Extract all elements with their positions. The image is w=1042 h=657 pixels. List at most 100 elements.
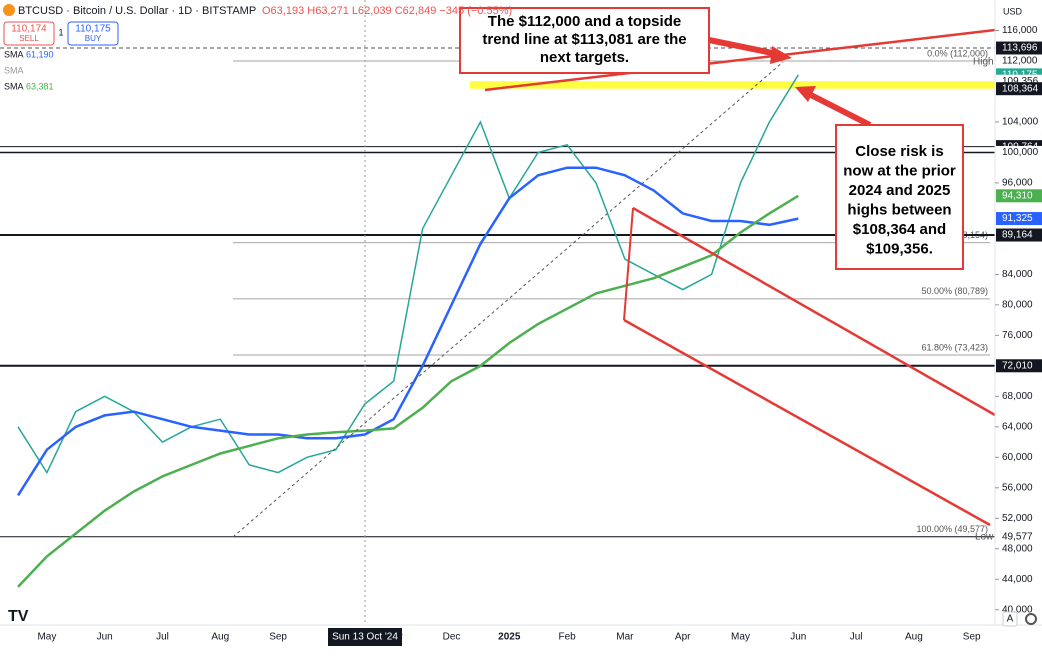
price-badge — [996, 530, 1042, 544]
x-tick-label: May — [731, 632, 750, 643]
y-tick-label: 80,000 — [1002, 300, 1033, 311]
low-label: Low — [975, 531, 994, 542]
ohlc: O63,193 H63,271 L62,039 C62,849 −345 (−0… — [262, 5, 512, 17]
price-badge-label: 89,164 — [1002, 230, 1033, 241]
y-tick-label: 76,000 — [1002, 330, 1033, 341]
annotation-box — [835, 124, 964, 270]
series-line — [17, 194, 799, 588]
indicator-name: SMA — [4, 81, 24, 91]
price-badge-label: 49,577 — [1002, 531, 1033, 542]
x-tick-label: Aug — [211, 632, 229, 643]
auto-label: A — [1007, 614, 1014, 625]
arrow-head — [770, 46, 792, 64]
indicator-name: SMA — [4, 49, 24, 59]
x-tick-label: Jun — [97, 632, 113, 643]
price-badge-label: 94,310 — [1002, 190, 1033, 201]
axes: 40,000 44,000 48,000 52,000 56,000 60,000 64,0… — [37, 0, 1042, 646]
price-badge-label: 72,010 — [1002, 360, 1033, 371]
high-label: High — [973, 57, 994, 68]
resistance-zone — [470, 81, 995, 89]
y-tick-label: 116,000 — [1002, 25, 1038, 36]
sell-label: SELL — [19, 34, 39, 43]
annotation-box — [459, 7, 710, 74]
y-tick-label: 68,000 — [1002, 391, 1033, 402]
price-badge-label: 113,696 — [1002, 43, 1038, 54]
x-tick-label: Jun — [790, 632, 806, 643]
auto-button[interactable] — [1002, 611, 1018, 627]
x-tick-label: Sep — [963, 632, 981, 643]
sell-price: 110,174 — [11, 24, 47, 35]
price-badge — [996, 228, 1042, 242]
annotation-text: $109,356. — [866, 240, 933, 257]
buy-price: 110,175 — [75, 24, 111, 35]
plot-area: 0.0% (112,000)(88,154)50.00% (80,789)61.… — [0, 47, 995, 588]
price-badge — [996, 54, 1042, 68]
arrow — [803, 89, 872, 128]
x-tick-label: Mar — [616, 632, 634, 643]
arrow — [708, 37, 783, 58]
indicator-value: 61,190 — [26, 49, 54, 59]
annotation-text: next targets. — [540, 49, 629, 66]
x-tick-label: Jul — [156, 632, 169, 643]
annotation-text: now at the prior — [843, 162, 956, 179]
annotation-text: 2024 and 2025 — [849, 182, 951, 199]
price-badge — [996, 189, 1042, 203]
y-tick-label: 96,000 — [1002, 178, 1033, 189]
y-tick-label: 56,000 — [1002, 482, 1033, 493]
price-badge — [996, 41, 1042, 55]
fib-label: 0.0% (112,000) — [927, 48, 988, 58]
x-tick-label: Jul — [850, 632, 863, 643]
series-line — [17, 74, 799, 475]
sell-button[interactable] — [3, 21, 55, 46]
currency: USD — [1003, 6, 1023, 16]
btc-icon — [3, 4, 15, 16]
arrow-head — [795, 86, 816, 102]
logo: TV — [8, 608, 29, 625]
channel-edge — [623, 207, 634, 321]
x-tick-label: Aug — [905, 632, 923, 643]
annotation-text: Close risk is — [855, 143, 943, 160]
annotation-text: $108,364 and — [853, 221, 946, 238]
settings-icon[interactable] — [1025, 613, 1037, 625]
buy-label: BUY — [85, 34, 102, 43]
annotation-text: The $112,000 and a topside — [488, 13, 681, 30]
y-tick-label: 48,000 — [1002, 543, 1033, 554]
fib-label: 100.00% (49,577) — [916, 524, 988, 534]
quantity: 1 — [58, 27, 63, 37]
crosshair-badge — [328, 628, 402, 646]
indicator-name: SMA — [4, 65, 24, 75]
x-tick-label: Apr — [675, 632, 691, 643]
x-tick-label: May — [37, 632, 56, 643]
series-line — [16, 166, 799, 497]
symbol: BTCUSD · Bitcoin / U.S. Dollar · 1D · BI… — [18, 5, 256, 17]
x-tick-label: Sep — [269, 632, 287, 643]
x-tick-label: Dec — [443, 632, 461, 643]
y-tick-label: 64,000 — [1002, 421, 1033, 432]
price-badge-label: 108,364 — [1002, 83, 1039, 94]
x-tick-label: 2025 — [498, 632, 521, 643]
channel-upper — [632, 206, 996, 417]
fib-label: 50.00% (80,789) — [921, 286, 988, 296]
topside-trend-line — [484, 28, 996, 92]
fib-label: 61.80% (73,423) — [921, 342, 988, 352]
price-badge-label: 91,325 — [1002, 213, 1033, 224]
price-badge-label: 100,000 — [1002, 147, 1039, 158]
indicator-value: 63,381 — [26, 81, 54, 91]
y-tick-label: 40,000 — [1002, 604, 1033, 615]
price-badge — [996, 145, 1042, 159]
annotation-text: trend line at $113,081 are the — [482, 31, 686, 48]
channel-lower — [623, 318, 991, 527]
y-tick-label: 52,000 — [1002, 513, 1033, 524]
buy-button[interactable] — [67, 21, 119, 46]
price-badge — [996, 359, 1042, 373]
y-tick-label: 60,000 — [1002, 452, 1033, 463]
annotation-text: highs between — [847, 201, 951, 218]
y-tick-label: 104,000 — [1002, 117, 1039, 128]
price-badge-label: 112,000 — [1002, 56, 1038, 67]
crosshair-label: Sun 13 Oct '24 — [332, 632, 398, 643]
x-tick-label: Feb — [558, 632, 576, 643]
y-tick-label: 44,000 — [1002, 574, 1033, 585]
